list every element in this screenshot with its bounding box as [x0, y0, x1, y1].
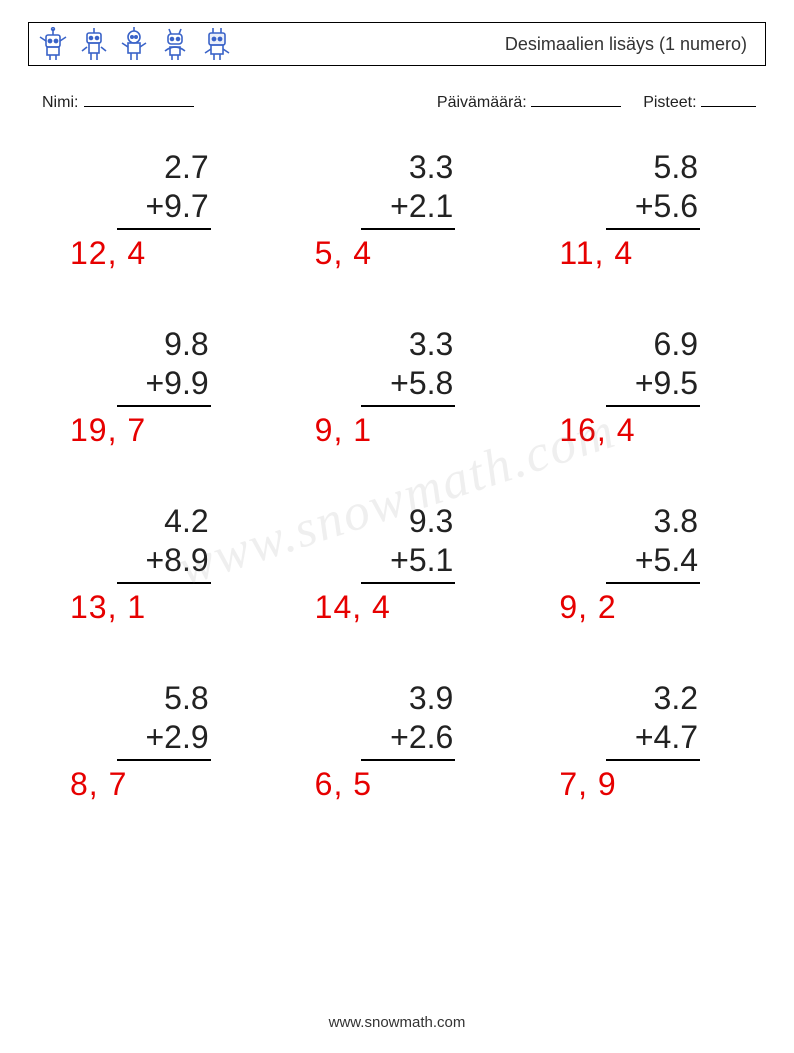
- operand-1: 2.7: [164, 148, 210, 187]
- meta-row: Nimi: Päivämäärä: Pisteet:: [28, 92, 766, 112]
- score-label: Pisteet:: [643, 94, 696, 111]
- problem: 6.9+9.5 16, 4: [533, 325, 738, 450]
- robot-icon: [201, 27, 233, 61]
- answer: 8, 7: [44, 765, 127, 804]
- operand-1: 3.2: [654, 679, 700, 718]
- problem: 2.7+9.7 12, 4: [44, 148, 249, 273]
- answer: 14, 4: [289, 588, 391, 627]
- operand-2: +5.8: [361, 364, 455, 407]
- operand-2: +5.6: [606, 187, 700, 230]
- answer: 13, 1: [44, 588, 146, 627]
- answer: 5, 4: [289, 234, 372, 273]
- answer: 6, 5: [289, 765, 372, 804]
- worksheet-title: Desimaalien lisäys (1 numero): [505, 34, 751, 55]
- problem: 3.3+5.8 9, 1: [289, 325, 494, 450]
- footer-url: www.snowmath.com: [0, 1014, 794, 1031]
- robot-icon: [79, 27, 109, 61]
- operand-1: 3.3: [409, 325, 455, 364]
- operand-2: +4.7: [606, 718, 700, 761]
- score-blank[interactable]: [701, 92, 756, 107]
- robot-icon: [37, 27, 69, 61]
- answer: 12, 4: [44, 234, 146, 273]
- answer: 9, 2: [533, 588, 616, 627]
- operand-1: 3.3: [409, 148, 455, 187]
- operand-1: 3.9: [409, 679, 455, 718]
- robot-icon: [159, 27, 191, 61]
- date-blank[interactable]: [531, 92, 621, 107]
- operand-2: +2.1: [361, 187, 455, 230]
- problem: 5.8+2.9 8, 7: [44, 679, 249, 804]
- operand-2: +9.5: [606, 364, 700, 407]
- operand-1: 5.8: [164, 679, 210, 718]
- problem: 5.8+5.6 11, 4: [533, 148, 738, 273]
- header-box: Desimaalien lisäys (1 numero): [28, 22, 766, 66]
- operand-1: 3.8: [654, 502, 700, 541]
- answer: 11, 4: [533, 234, 633, 273]
- robot-icon: [119, 27, 149, 61]
- problem: 3.3+2.1 5, 4: [289, 148, 494, 273]
- answer: 19, 7: [44, 411, 146, 450]
- problem: 4.2+8.9 13, 1: [44, 502, 249, 627]
- problem: 3.8+5.4 9, 2: [533, 502, 738, 627]
- problem: 9.8+9.9 19, 7: [44, 325, 249, 450]
- answer: 16, 4: [533, 411, 635, 450]
- operand-2: +2.6: [361, 718, 455, 761]
- robot-icons: [37, 23, 233, 65]
- problem-grid: 2.7+9.712, 4 3.3+2.15, 4 5.8+5.611, 4 9.…: [28, 148, 766, 804]
- operand-2: +5.1: [361, 541, 455, 584]
- date-label: Päivämäärä:: [437, 94, 527, 111]
- operand-2: +8.9: [117, 541, 211, 584]
- operand-2: +9.9: [117, 364, 211, 407]
- operand-2: +2.9: [117, 718, 211, 761]
- operand-1: 6.9: [654, 325, 700, 364]
- operand-1: 9.3: [409, 502, 455, 541]
- name-blank[interactable]: [84, 92, 194, 107]
- problem: 3.2+4.7 7, 9: [533, 679, 738, 804]
- answer: 7, 9: [533, 765, 616, 804]
- operand-1: 5.8: [654, 148, 700, 187]
- problem: 3.9+2.6 6, 5: [289, 679, 494, 804]
- operand-2: +9.7: [117, 187, 211, 230]
- answer: 9, 1: [289, 411, 372, 450]
- problem: 9.3+5.1 14, 4: [289, 502, 494, 627]
- operand-1: 9.8: [164, 325, 210, 364]
- operand-1: 4.2: [164, 502, 210, 541]
- operand-2: +5.4: [606, 541, 700, 584]
- name-label: Nimi:: [42, 94, 78, 112]
